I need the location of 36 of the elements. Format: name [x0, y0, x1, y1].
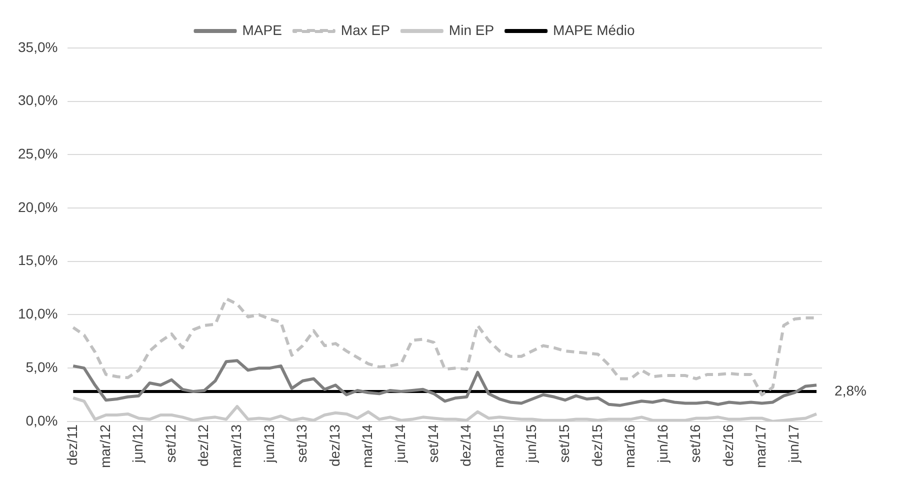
legend-label: MAPE	[242, 22, 282, 38]
x-tick-label: set/15	[556, 424, 572, 463]
x-tick-label: jun/16	[654, 424, 670, 464]
x-tick-label: dez/13	[326, 424, 342, 466]
x-tick-label: jun/12	[130, 424, 146, 464]
x-tick-label: dez/14	[458, 424, 474, 466]
x-tick-label: dez/15	[588, 424, 605, 466]
x-tick-label: dez/12	[195, 424, 212, 466]
x-tick-label: mar/14	[359, 424, 376, 468]
x-tick-label: set/12	[162, 424, 178, 463]
x-tick-label: set/13	[294, 424, 310, 463]
y-tick-label: 10,0%	[18, 306, 58, 322]
y-tick-label: 30,0%	[18, 92, 58, 108]
x-tick-label: set/16	[687, 424, 704, 463]
x-tick-label: jun/13	[260, 424, 277, 464]
y-tick-label: 25,0%	[18, 146, 58, 162]
x-tick-label: dez/11	[64, 424, 80, 466]
y-tick-label: 35,0%	[18, 38, 58, 55]
x-tick-label: jun/15	[523, 424, 540, 464]
x-tick-label: mar/17	[752, 424, 769, 468]
y-tick-label: 5,0%	[26, 358, 58, 375]
x-tick-label: set/14	[424, 424, 441, 463]
legend-label: MAPE Médio	[553, 22, 635, 38]
legend-label: Min EP	[448, 22, 494, 38]
legend-label: Max EP	[340, 22, 390, 38]
x-tick-label: mar/13	[228, 424, 244, 468]
y-tick-label: 0,0%	[26, 412, 58, 428]
x-tick-label: mar/15	[490, 424, 506, 468]
x-tick-label: jun/17	[786, 424, 802, 464]
x-tick-label: jun/14	[392, 424, 408, 464]
y-tick-label: 20,0%	[18, 198, 58, 215]
y-tick-label: 15,0%	[18, 252, 58, 268]
x-tick-label: mar/16	[622, 424, 638, 468]
x-tick-label: dez/16	[720, 424, 736, 466]
x-tick-label: mar/12	[96, 424, 113, 468]
data-label: 2,8%	[834, 382, 866, 398]
